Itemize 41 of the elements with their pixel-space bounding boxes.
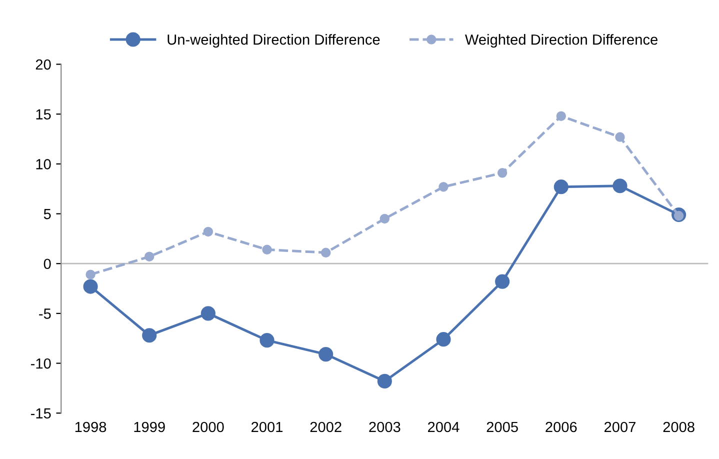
y-tick-label: 5	[44, 209, 51, 220]
point	[203, 226, 214, 237]
y-tick-label: 15	[36, 109, 51, 120]
y-tick-label: 20	[36, 59, 51, 70]
point	[142, 328, 157, 343]
point	[318, 347, 334, 362]
x-tick-label: 2000	[192, 422, 224, 432]
y-tick-label: 10	[36, 159, 51, 170]
y-tick-label: -5	[39, 308, 51, 319]
point	[377, 374, 392, 388]
point	[495, 274, 510, 289]
x-tick-label: 2001	[252, 422, 283, 432]
x-tick-label: 2007	[604, 422, 636, 432]
point	[615, 132, 625, 142]
point	[556, 111, 566, 121]
x-tick-label: 2002	[310, 422, 342, 432]
x-tick-label: 1999	[134, 422, 165, 432]
x-tick-label: 2004	[428, 422, 460, 432]
point	[200, 306, 216, 321]
x-tick-label: 2005	[486, 422, 518, 432]
point	[436, 332, 451, 347]
point	[86, 270, 96, 280]
point	[260, 333, 274, 348]
point	[262, 244, 272, 255]
point	[612, 178, 628, 194]
point	[554, 180, 568, 194]
legend-label: Un-weighted Direction Difference	[168, 34, 380, 48]
point	[320, 248, 331, 258]
point	[438, 182, 448, 192]
x-tick-label: 2008	[663, 422, 694, 432]
x-tick-label: 1998	[75, 422, 106, 432]
y-tick-label: 0	[44, 258, 51, 270]
y-tick-label: -10	[30, 358, 51, 369]
x-tick-label: 2003	[369, 422, 400, 432]
point	[144, 252, 154, 262]
point	[83, 279, 98, 294]
x-tick-label: 2006	[546, 422, 577, 432]
legend-label: Weighted Direction Difference	[464, 34, 658, 48]
point	[497, 168, 508, 178]
point	[380, 214, 390, 224]
y-tick-label: -15	[30, 408, 51, 419]
